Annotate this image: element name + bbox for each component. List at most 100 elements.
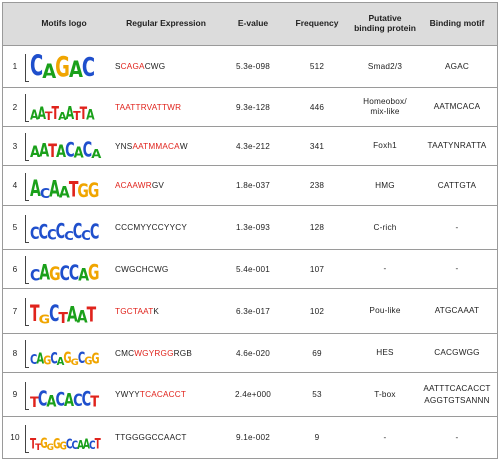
row-number: 6 (12, 264, 18, 274)
row-number: 4 (12, 181, 18, 190)
evalue: 4.3e-212 (236, 141, 270, 151)
frequency: 446 (309, 102, 325, 112)
regex-highlight: ACAAWR (115, 181, 152, 190)
regex-prefix: YWYY (115, 390, 140, 399)
binding-protein: T-box (374, 389, 396, 399)
table-header: Motifs logo Regular Expression E-value F… (3, 3, 497, 46)
binding-motif: - (455, 432, 459, 442)
regular-expression: S CAGA CWG (115, 46, 219, 87)
evalue: 6.3e-017 (236, 306, 270, 316)
regular-expression: CWGCHCWG (115, 250, 219, 288)
regex-suffix: RGB (173, 348, 193, 358)
evalue: 5.3e-098 (236, 62, 270, 71)
regular-expression: CMC WGYRGG RGB (115, 334, 219, 372)
binding-protein: HES (376, 348, 394, 358)
evalue: 5.4e-001 (236, 264, 270, 274)
regular-expression: CCCMYYCCYYCY (115, 206, 219, 249)
regular-expression: YWYY TCACACCT (115, 373, 219, 416)
binding-protein: Homeobox/ mix-like (363, 97, 407, 116)
row-number: 9 (12, 390, 18, 399)
regex-suffix: GV (151, 181, 165, 190)
evalue: 1.8e-037 (236, 181, 270, 190)
binding-protein: C-rich (373, 222, 397, 232)
regex-highlight: TAATTRVATTWR (115, 102, 182, 112)
frequency: 69 (312, 348, 322, 358)
evalue: 9.3e-128 (236, 102, 270, 112)
regex-highlight: WGYRGG (134, 348, 174, 358)
row-number: 7 (12, 306, 18, 316)
row-number: 3 (12, 141, 18, 151)
regex-highlight: TGCTAAT (115, 306, 154, 316)
binding-protein: - (383, 264, 387, 274)
binding-protein: - (383, 432, 387, 442)
row-number: 1 (12, 62, 18, 71)
regex-prefix: CWGCHCWG (115, 264, 169, 274)
regex-prefix: S (115, 62, 121, 71)
regular-expression: TGCTAAT K (115, 289, 219, 333)
table-row: 7 T G C T A A T TGCTAAT K 6.3e-017 102 Pou-like ATGCA… (3, 289, 497, 334)
evalue: 2.4e+000 (235, 390, 271, 399)
binding-motif: - (455, 264, 459, 274)
binding-motif: CACGWGG (434, 348, 480, 358)
row-number: 5 (12, 223, 18, 232)
regex-prefix: CCCMYYCCYYCY (115, 223, 188, 232)
binding-protein: HMG (375, 180, 395, 190)
regex-highlight: AATMMACA (132, 141, 180, 151)
evalue: 4.6e-020 (236, 348, 270, 358)
table-row: 3 A A T A C A C A YNS AATMMACA W 4.3e-212 341 Foxh1 TAA… (3, 127, 497, 166)
binding-motif: AGAC (444, 61, 469, 71)
table-row: 8 C A G C A G G C G G CMC WGYRGG RGB 4.6e-020 69 HES CACG… (3, 334, 497, 373)
binding-protein: Pou-like (369, 306, 401, 316)
header-evalue: E-value (237, 18, 269, 29)
binding-motif: AATMCACA (433, 102, 481, 112)
frequency: 341 (309, 141, 325, 151)
regex-suffix: CWG (144, 62, 166, 71)
header-binding-motif: Binding motif (429, 18, 485, 29)
frequency: 9 (314, 433, 320, 442)
row-number: 8 (12, 348, 18, 358)
regular-expression: ACAAWR GV (115, 166, 219, 205)
regular-expression: TTGGGGCCAACT (115, 417, 219, 458)
regex-highlight: TCACACCT (139, 390, 187, 399)
frequency: 238 (309, 181, 325, 190)
binding-motif: AATTTCACACCT AGGTGTSANNN (423, 384, 491, 405)
frequency: 512 (309, 62, 325, 71)
frequency: 53 (312, 390, 322, 399)
binding-motif: TAATYNRATTA (427, 141, 487, 151)
regex-suffix: K (153, 306, 160, 316)
binding-motif: ATGCAAAT (434, 306, 480, 316)
row-number: 10 (10, 433, 20, 442)
regular-expression: YNS AATMMACA W (115, 127, 219, 165)
regex-prefix: TTGGGGCCAACT (115, 433, 187, 442)
regex-highlight: CAGA (120, 62, 145, 71)
row-number: 2 (12, 102, 18, 112)
table-row: 2 A A T T A A T T A TAATTRVATTWR 9.3e-128 446 Homeobo… (3, 88, 497, 127)
binding-protein: Foxh1 (373, 141, 397, 151)
table-row: 4 A C A A T G G ACAAWR GV 1.8e-037 238 HMG CATTGTA (3, 166, 497, 206)
regex-suffix: W (179, 141, 188, 151)
frequency: 107 (309, 264, 325, 274)
evalue: 1.3e-093 (236, 223, 270, 232)
regex-prefix: CMC (115, 348, 135, 358)
evalue: 9.1e-002 (236, 433, 270, 442)
table-row: 1 C A G A C S CAGA CWG 5.3e-098 512 Smad2/3 AGAC (3, 46, 497, 88)
table-row: 6 C A G C C A G CWGCHCWG 5.4e-001 107 - - (3, 250, 497, 289)
